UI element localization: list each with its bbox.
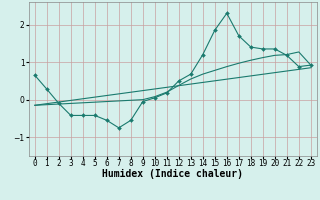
X-axis label: Humidex (Indice chaleur): Humidex (Indice chaleur) <box>102 169 243 179</box>
